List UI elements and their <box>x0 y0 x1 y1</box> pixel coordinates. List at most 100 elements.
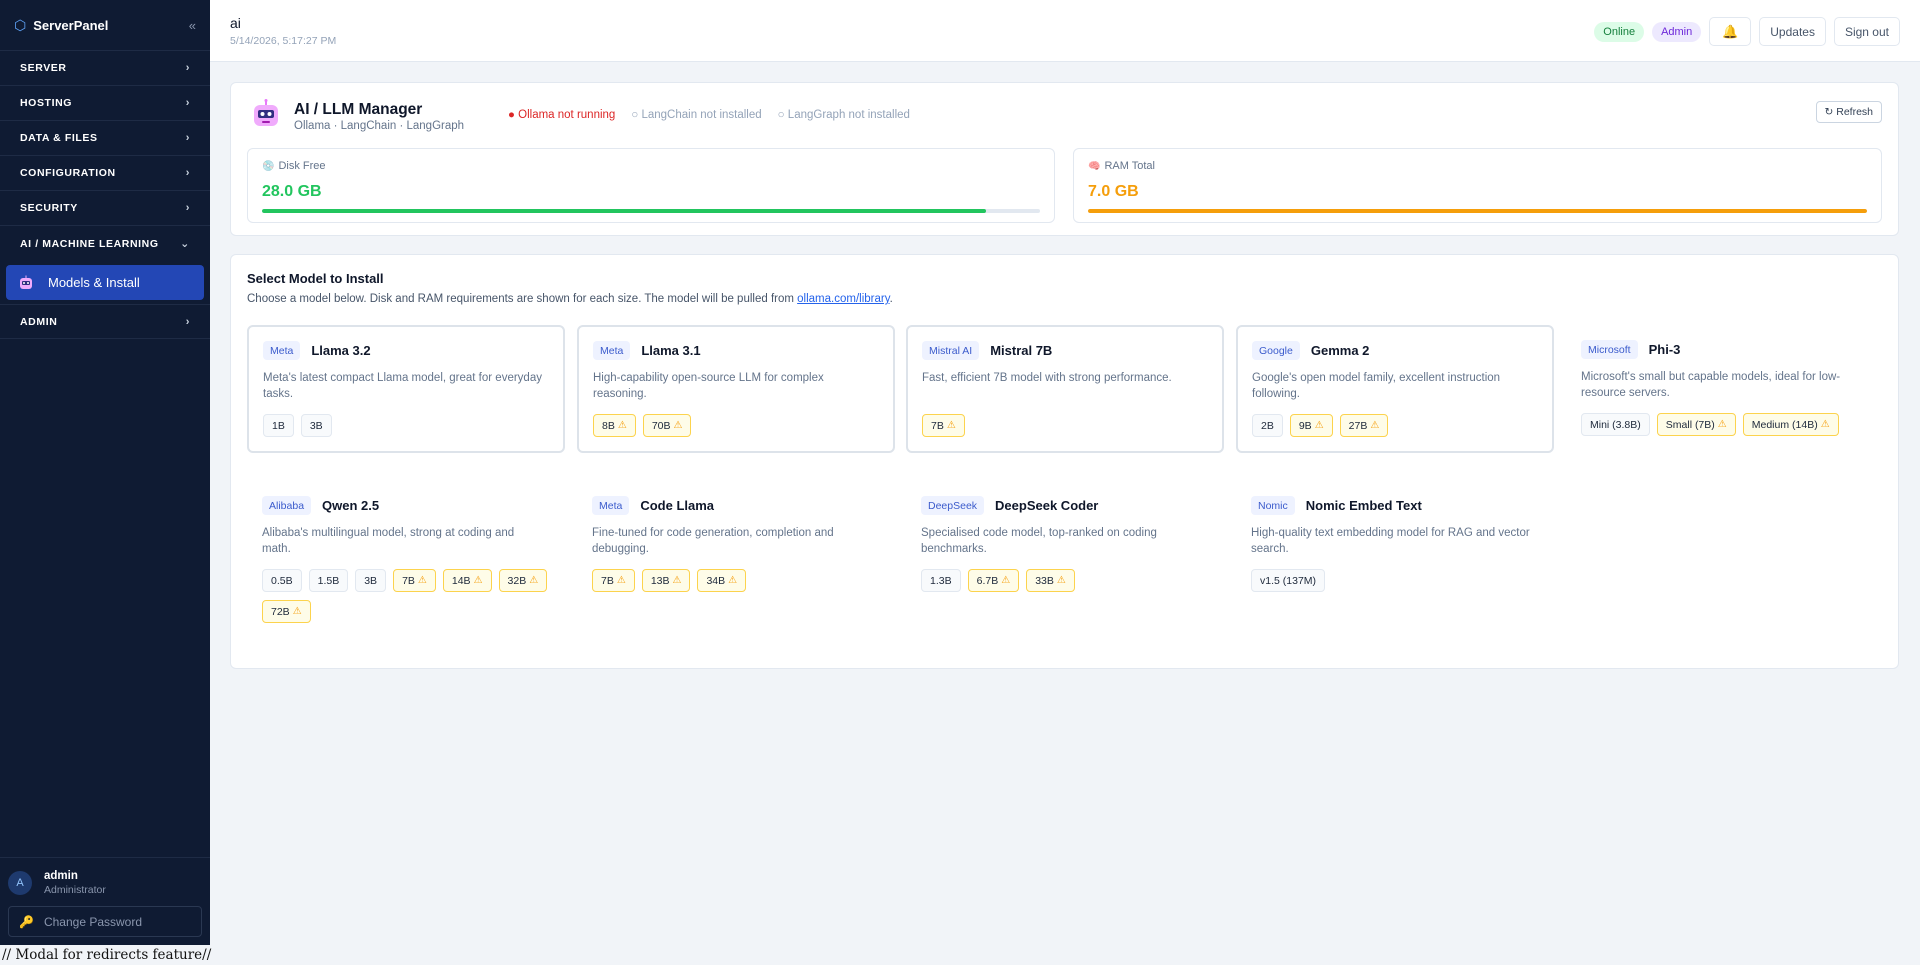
model-card[interactable]: Alibaba Qwen 2.5 Alibaba's multilingual mo… <box>247 481 565 623</box>
model-description: Meta's latest compact Llama model, great… <box>263 372 542 400</box>
model-size-button[interactable]: 1.3B <box>921 569 961 592</box>
ollama-library-link[interactable]: ollama.com/library <box>797 293 890 305</box>
user-info: A admin Administrator <box>0 857 210 902</box>
model-card[interactable]: Meta Code Llama Fine-tuned for code genera… <box>577 481 895 609</box>
model-select-card: Select Model to Install Choose a model b… <box>230 254 1899 669</box>
model-size-button[interactable]: 70B ⚠ <box>642 414 692 437</box>
model-size-button[interactable]: 1.5B <box>308 569 349 592</box>
size-label: 6.7B <box>976 574 999 587</box>
model-size-button[interactable]: 7B ⚠ <box>393 569 436 592</box>
nav-group-server[interactable]: SERVER › <box>0 51 210 86</box>
model-name: Code Llama <box>640 498 715 513</box>
chevron-down-icon: ⌄ <box>180 238 190 250</box>
warning-icon: ⚠ <box>946 420 956 431</box>
model-size-button[interactable]: 34B ⚠ <box>697 569 747 592</box>
nav-group-configuration[interactable]: CONFIGURATION › <box>0 156 210 191</box>
model-name: Gemma 2 <box>1310 343 1370 358</box>
model-size-button[interactable]: 8B ⚠ <box>593 414 636 437</box>
vendor-badge: Google <box>1252 341 1300 360</box>
manager-title: AI / LLM Manager <box>294 101 423 118</box>
model-size-button[interactable]: v1.5 (137M) <box>1251 569 1326 592</box>
section-title: Select Model to Install <box>247 271 384 286</box>
brand-name: ServerPanel <box>33 17 109 33</box>
updates-button[interactable]: Updates <box>1759 17 1826 46</box>
size-label: Small (7B) <box>1665 418 1715 431</box>
model-description: Specialised code model, top-ranked on co… <box>921 527 1157 555</box>
size-label: 8B <box>602 419 615 432</box>
status-badge-online: Online <box>1594 21 1645 42</box>
model-card[interactable]: Meta Llama 3.1 High-capability open-source… <box>577 325 895 453</box>
model-card[interactable]: Mistral AI Mistral 7B Fast, efficient 7B m… <box>906 325 1224 453</box>
disk-free-stat: 💿 Disk Free 28.0 GB <box>247 148 1055 223</box>
warning-icon: ⚠ <box>672 575 682 586</box>
warning-icon: ⚠ <box>673 420 683 431</box>
sidebar: ⬡ ServerPanel « SERVER › HOSTING › DATA & … <box>0 0 210 945</box>
model-size-button[interactable]: 13B ⚠ <box>641 569 691 592</box>
nav-group-hosting[interactable]: HOSTING › <box>0 86 210 121</box>
model-description: High-capability open-source LLM for comp… <box>593 372 824 400</box>
user-role: Administrator <box>44 884 106 896</box>
model-card[interactable]: Nomic Nomic Embed Text High-quality text e… <box>1236 481 1554 609</box>
sidebar-item-models-install[interactable]: Models & Install <box>6 265 204 300</box>
model-description: Fast, efficient 7B model with strong per… <box>922 372 1172 384</box>
change-password-button[interactable]: 🔑 Change Password <box>8 906 202 937</box>
model-size-button[interactable]: 9B ⚠ <box>1289 414 1333 437</box>
warning-icon: ⚠ <box>617 420 627 431</box>
top-header: ai 5/14/2026, 5:17:27 PM Online Admin 🔔 … <box>210 0 1920 62</box>
model-card[interactable]: Meta Llama 3.2 Meta's latest compact Llama… <box>247 325 565 453</box>
nav-group-ai-ml[interactable]: AI / MACHINE LEARNING ⌄ <box>20 237 190 251</box>
model-size-button[interactable]: 0.5B <box>262 569 302 592</box>
collapse-sidebar-icon[interactable]: « <box>188 17 196 33</box>
model-size-button[interactable]: 33B ⚠ <box>1026 569 1075 592</box>
model-card[interactable]: Google Gemma 2 Google's open model family,… <box>1236 325 1554 453</box>
model-size-button[interactable]: Medium (14B) ⚠ <box>1742 413 1839 436</box>
model-size-button[interactable]: 7B ⚠ <box>922 414 965 437</box>
size-label: 1.5B <box>317 574 340 587</box>
model-card[interactable]: DeepSeek DeepSeek Coder Specialised code m… <box>906 481 1224 609</box>
size-label: 3B <box>309 419 323 432</box>
avatar: A <box>8 871 32 895</box>
nav-group-data-files[interactable]: DATA & FILES › <box>0 121 210 156</box>
model-size-button[interactable]: 72B ⚠ <box>262 600 311 623</box>
nav-group-admin[interactable]: ADMIN › <box>0 304 210 339</box>
change-password-label: Change Password <box>43 914 143 929</box>
model-size-button[interactable]: 7B ⚠ <box>592 569 635 592</box>
model-size-button[interactable]: 32B ⚠ <box>498 569 548 592</box>
disk-progress-bar <box>262 209 1040 213</box>
size-label: 1B <box>272 419 285 432</box>
sign-out-button[interactable]: Sign out <box>1833 17 1900 46</box>
refresh-button[interactable]: ↻ Refresh <box>1815 101 1882 123</box>
size-label: 9B <box>1298 419 1312 432</box>
model-size-button[interactable]: 6.7B ⚠ <box>967 569 1020 592</box>
ram-progress-fill <box>1088 209 1867 213</box>
model-size-button[interactable]: Small (7B) ⚠ <box>1656 413 1736 436</box>
vendor-badge: Mistral AI <box>922 341 980 360</box>
model-card[interactable]: Microsoft Phi-3 Microsoft's small but capa… <box>1566 325 1884 453</box>
model-name: Phi-3 <box>1648 342 1681 357</box>
model-size-button[interactable]: 1B <box>263 414 294 437</box>
model-size-button[interactable]: 3B <box>300 414 332 437</box>
chevron-right-icon: › <box>185 97 190 109</box>
robot-icon <box>251 99 281 134</box>
model-size-button[interactable]: 2B <box>1252 414 1283 437</box>
size-label: 7B <box>931 419 944 432</box>
model-size-button[interactable]: 27B ⚠ <box>1339 414 1389 437</box>
size-label: 70B <box>651 419 671 432</box>
size-label: Medium (14B) <box>1751 418 1818 431</box>
robot-icon <box>18 275 34 291</box>
model-size-button[interactable]: 14B ⚠ <box>442 569 492 592</box>
warning-icon: ⚠ <box>616 575 626 586</box>
nav-group-security[interactable]: SECURITY › <box>0 191 210 226</box>
key-icon: 🔑 <box>19 914 34 929</box>
chevron-right-icon: › <box>185 62 190 74</box>
model-description: High-quality text embedding model for RA… <box>1251 527 1530 555</box>
brain-icon: 🧠 <box>1088 160 1101 172</box>
notifications-bell-icon[interactable]: 🔔 <box>1709 17 1752 46</box>
model-size-button[interactable]: Mini (3.8B) <box>1581 413 1650 436</box>
disk-label: Disk Free <box>278 160 326 172</box>
model-size-button[interactable]: 3B <box>355 569 387 592</box>
vendor-badge: Microsoft <box>1581 340 1638 359</box>
chevron-right-icon: › <box>185 315 190 328</box>
size-label: 13B <box>650 574 670 587</box>
vendor-badge: Meta <box>592 496 630 515</box>
